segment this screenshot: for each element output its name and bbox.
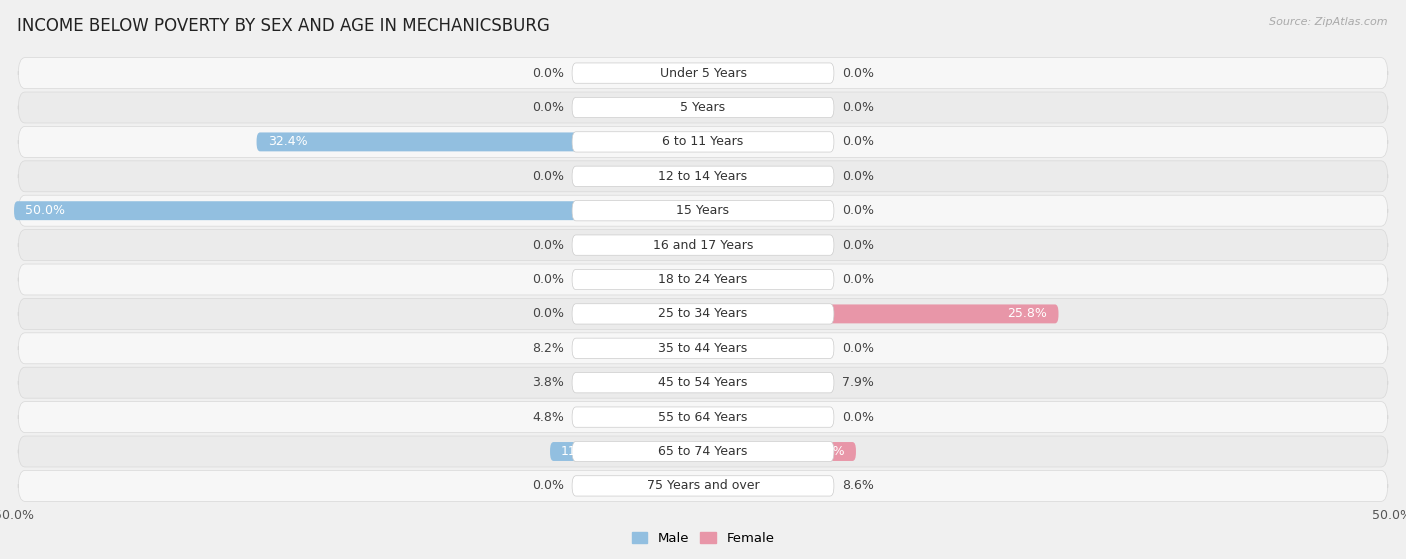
FancyBboxPatch shape	[572, 442, 834, 462]
Text: 50.0%: 50.0%	[25, 204, 65, 217]
Text: 25.8%: 25.8%	[1008, 307, 1047, 320]
Text: 25 to 34 Years: 25 to 34 Years	[658, 307, 748, 320]
FancyBboxPatch shape	[18, 58, 1388, 88]
Text: Source: ZipAtlas.com: Source: ZipAtlas.com	[1270, 17, 1388, 27]
FancyBboxPatch shape	[572, 97, 834, 117]
FancyBboxPatch shape	[18, 264, 1388, 295]
Text: 0.0%: 0.0%	[842, 273, 875, 286]
FancyBboxPatch shape	[591, 339, 703, 358]
Text: 0.0%: 0.0%	[531, 480, 564, 492]
FancyBboxPatch shape	[572, 304, 834, 324]
Text: 6 to 11 Years: 6 to 11 Years	[662, 135, 744, 148]
FancyBboxPatch shape	[18, 92, 1388, 123]
FancyBboxPatch shape	[651, 373, 703, 392]
Text: 5 Years: 5 Years	[681, 101, 725, 114]
FancyBboxPatch shape	[18, 126, 1388, 158]
FancyBboxPatch shape	[18, 299, 1388, 329]
FancyBboxPatch shape	[572, 235, 834, 255]
Text: 8.2%: 8.2%	[531, 342, 564, 355]
Text: 0.0%: 0.0%	[842, 204, 875, 217]
Text: 55 to 64 Years: 55 to 64 Years	[658, 411, 748, 424]
Text: 3.8%: 3.8%	[531, 376, 564, 389]
FancyBboxPatch shape	[637, 408, 703, 427]
Text: 0.0%: 0.0%	[842, 170, 875, 183]
FancyBboxPatch shape	[256, 132, 703, 151]
FancyBboxPatch shape	[572, 372, 834, 393]
Text: 0.0%: 0.0%	[842, 101, 875, 114]
Text: 0.0%: 0.0%	[842, 67, 875, 79]
FancyBboxPatch shape	[18, 367, 1388, 398]
FancyBboxPatch shape	[550, 442, 703, 461]
FancyBboxPatch shape	[703, 305, 1059, 323]
FancyBboxPatch shape	[703, 373, 811, 392]
Text: 0.0%: 0.0%	[842, 342, 875, 355]
FancyBboxPatch shape	[14, 201, 703, 220]
FancyBboxPatch shape	[572, 269, 834, 290]
Text: 0.0%: 0.0%	[531, 67, 564, 79]
Text: 11.1%: 11.1%	[561, 445, 600, 458]
FancyBboxPatch shape	[572, 407, 834, 427]
FancyBboxPatch shape	[572, 476, 834, 496]
Text: 12 to 14 Years: 12 to 14 Years	[658, 170, 748, 183]
FancyBboxPatch shape	[572, 338, 834, 358]
Text: 0.0%: 0.0%	[531, 170, 564, 183]
Text: 0.0%: 0.0%	[531, 307, 564, 320]
Text: 32.4%: 32.4%	[267, 135, 308, 148]
Text: 18 to 24 Years: 18 to 24 Years	[658, 273, 748, 286]
Text: 0.0%: 0.0%	[531, 101, 564, 114]
FancyBboxPatch shape	[703, 476, 821, 495]
FancyBboxPatch shape	[18, 161, 1388, 192]
Text: 7.9%: 7.9%	[842, 376, 875, 389]
FancyBboxPatch shape	[18, 471, 1388, 501]
Text: 0.0%: 0.0%	[842, 411, 875, 424]
Text: 16 and 17 Years: 16 and 17 Years	[652, 239, 754, 252]
Text: Under 5 Years: Under 5 Years	[659, 67, 747, 79]
Text: 4.8%: 4.8%	[531, 411, 564, 424]
Text: 65 to 74 Years: 65 to 74 Years	[658, 445, 748, 458]
Legend: Male, Female: Male, Female	[626, 527, 780, 550]
FancyBboxPatch shape	[18, 436, 1388, 467]
FancyBboxPatch shape	[18, 333, 1388, 364]
Text: 11.1%: 11.1%	[806, 445, 845, 458]
Text: 75 Years and over: 75 Years and over	[647, 480, 759, 492]
Text: 15 Years: 15 Years	[676, 204, 730, 217]
FancyBboxPatch shape	[703, 442, 856, 461]
Text: INCOME BELOW POVERTY BY SEX AND AGE IN MECHANICSBURG: INCOME BELOW POVERTY BY SEX AND AGE IN M…	[17, 17, 550, 35]
FancyBboxPatch shape	[572, 166, 834, 187]
Text: 0.0%: 0.0%	[531, 273, 564, 286]
Text: 0.0%: 0.0%	[842, 239, 875, 252]
Text: 35 to 44 Years: 35 to 44 Years	[658, 342, 748, 355]
FancyBboxPatch shape	[572, 132, 834, 152]
Text: 0.0%: 0.0%	[842, 135, 875, 148]
FancyBboxPatch shape	[18, 401, 1388, 433]
FancyBboxPatch shape	[572, 63, 834, 83]
FancyBboxPatch shape	[18, 230, 1388, 260]
Text: 45 to 54 Years: 45 to 54 Years	[658, 376, 748, 389]
Text: 0.0%: 0.0%	[531, 239, 564, 252]
FancyBboxPatch shape	[572, 201, 834, 221]
FancyBboxPatch shape	[18, 195, 1388, 226]
Text: 8.6%: 8.6%	[842, 480, 875, 492]
